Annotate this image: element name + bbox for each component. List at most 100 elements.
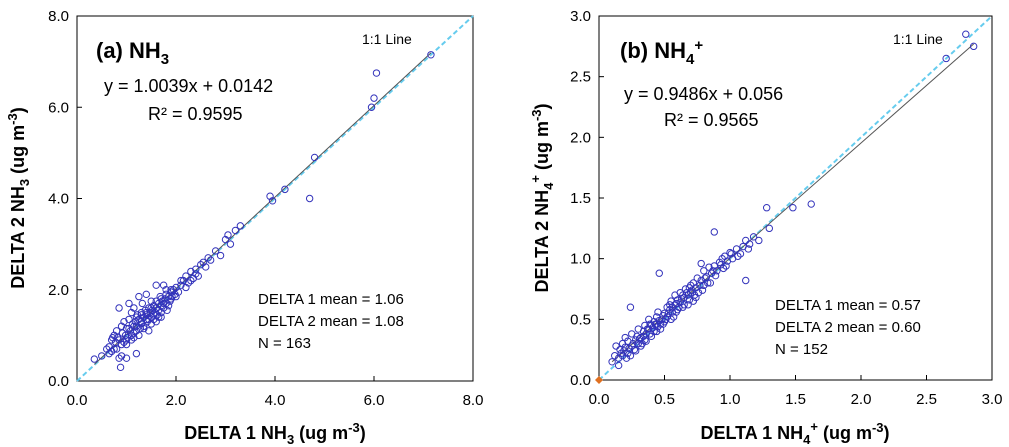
data-point-b bbox=[762, 204, 771, 212]
data-point-b bbox=[626, 303, 635, 311]
data-point-b bbox=[742, 276, 750, 285]
data-point-a bbox=[187, 276, 195, 285]
data-point-a bbox=[268, 197, 277, 205]
one-to-one-label-a: 1:1 Line bbox=[362, 31, 412, 47]
data-point-a bbox=[122, 324, 131, 333]
data-point-a bbox=[130, 304, 138, 312]
points-b bbox=[595, 30, 978, 384]
data-point-b bbox=[705, 263, 713, 271]
y-tick-label-a: 2.0 bbox=[48, 282, 69, 299]
data-point-b bbox=[710, 228, 718, 236]
x-axis-title-b: DELTA 1 NH4+ (ug m-3) bbox=[700, 419, 889, 447]
fit-line-a bbox=[93, 52, 432, 365]
data-point-a bbox=[135, 331, 143, 340]
x-tick-label-b: 3.0 bbox=[982, 391, 1003, 408]
data-point-a bbox=[132, 349, 141, 358]
data-point-b bbox=[626, 352, 635, 360]
data-point-a bbox=[167, 286, 175, 294]
data-point-b bbox=[745, 240, 754, 248]
panel-b: 0.0 0.0 0.5 0.5 1.0 1.0 1.5 1.5 2.0 2.0 2.5 2.5 3.0 3… bbox=[528, 8, 1002, 447]
data-point-b bbox=[722, 262, 730, 270]
data-point-b bbox=[614, 361, 623, 370]
data-point-b bbox=[942, 54, 950, 63]
x-tick-label-a: 0.0 bbox=[67, 392, 88, 409]
data-point-b bbox=[969, 42, 978, 51]
data-point-b bbox=[666, 301, 674, 309]
data-point-a bbox=[110, 345, 118, 353]
x-tick-label-b: 1.5 bbox=[785, 391, 806, 408]
x-tick-label-b: 2.0 bbox=[851, 391, 872, 408]
ticks-b: 0.0 0.0 0.5 0.5 1.0 1.0 1.5 1.5 2.0 2.0 2.5 2.5 3.0 3… bbox=[570, 8, 1002, 408]
data-point-b bbox=[679, 291, 687, 299]
data-point-a bbox=[140, 322, 148, 330]
data-point-b bbox=[736, 250, 745, 258]
data-point-a bbox=[140, 324, 148, 333]
data-point-a bbox=[137, 311, 146, 319]
data-point-b bbox=[677, 295, 686, 303]
data-point-a bbox=[224, 231, 232, 239]
r2-a: R² = 0.9595 bbox=[148, 104, 243, 124]
data-point-a bbox=[202, 263, 210, 271]
ticks-a: 0.0 0.0 2.0 2.0 4.0 4.0 6.0 6.0 8.0 8.0 bbox=[48, 8, 483, 409]
x-tick-label-b: 0.0 bbox=[589, 391, 610, 408]
data-point-b bbox=[612, 342, 620, 350]
data-point-a bbox=[226, 240, 235, 248]
x-tick-label-b: 1.0 bbox=[720, 391, 741, 408]
x-tick-label-a: 2.0 bbox=[166, 392, 187, 409]
x-axis-title-a: DELTA 1 NH3 (ug m-3) bbox=[184, 420, 365, 447]
data-point-b bbox=[617, 349, 625, 358]
data-point-b bbox=[650, 327, 658, 336]
data-point-b bbox=[634, 339, 642, 348]
r2-b: R² = 0.9565 bbox=[664, 110, 759, 130]
data-point-a bbox=[163, 306, 171, 314]
y-axis-title-a: DELTA 2 NH3 (ug m-3) bbox=[5, 107, 32, 288]
y-tick-label-b: 1.5 bbox=[570, 190, 591, 207]
data-point-a bbox=[367, 103, 376, 111]
data-point-b bbox=[680, 301, 688, 309]
data-point-a bbox=[204, 254, 212, 262]
data-point-b bbox=[749, 233, 758, 241]
x-tick-label-a: 8.0 bbox=[463, 392, 484, 409]
y-tick-label-b: 0.5 bbox=[570, 311, 591, 328]
data-point-b bbox=[655, 269, 663, 277]
data-point-b bbox=[656, 320, 665, 328]
data-point-a bbox=[172, 292, 180, 301]
data-point-b bbox=[673, 296, 682, 304]
y-tick-label-b: 2.0 bbox=[570, 129, 591, 146]
stat-b-2: DELTA 2 mean = 0.60 bbox=[775, 319, 921, 336]
data-point-a bbox=[231, 226, 240, 235]
data-point-b bbox=[693, 274, 701, 282]
data-point-b bbox=[666, 305, 674, 314]
data-point-a bbox=[177, 276, 185, 285]
data-point-a bbox=[115, 354, 123, 362]
data-point-b bbox=[652, 327, 661, 336]
data-point-b bbox=[622, 354, 631, 362]
data-point-a bbox=[281, 185, 289, 194]
data-point-b bbox=[726, 248, 734, 257]
stat-a-1: DELTA 1 mean = 1.06 bbox=[258, 291, 404, 308]
panel-title-a: (a) NH3 bbox=[96, 38, 169, 68]
data-point-a bbox=[310, 153, 319, 162]
data-point-b bbox=[717, 261, 725, 269]
data-point-a bbox=[157, 295, 165, 303]
data-point-a bbox=[90, 355, 99, 363]
data-point-b bbox=[646, 330, 654, 338]
data-point-b bbox=[659, 320, 667, 328]
x-tick-label-b: 2.5 bbox=[916, 391, 937, 408]
stat-b-3: N = 152 bbox=[775, 341, 828, 358]
y-tick-label-b: 2.5 bbox=[570, 69, 591, 86]
data-point-b bbox=[608, 358, 616, 366]
data-point-b bbox=[692, 293, 700, 302]
data-point-b bbox=[789, 204, 797, 212]
data-point-b bbox=[765, 224, 773, 233]
data-point-a bbox=[192, 270, 200, 278]
data-point-a bbox=[427, 51, 435, 59]
data-point-b bbox=[732, 245, 741, 253]
data-point-a bbox=[127, 331, 136, 340]
data-point-a bbox=[206, 256, 215, 264]
data-point-a bbox=[147, 320, 155, 328]
panel-title-b: (b) NH4+ bbox=[620, 37, 703, 68]
data-point-a bbox=[162, 299, 170, 308]
y-tick-label-b: 3.0 bbox=[570, 8, 591, 25]
